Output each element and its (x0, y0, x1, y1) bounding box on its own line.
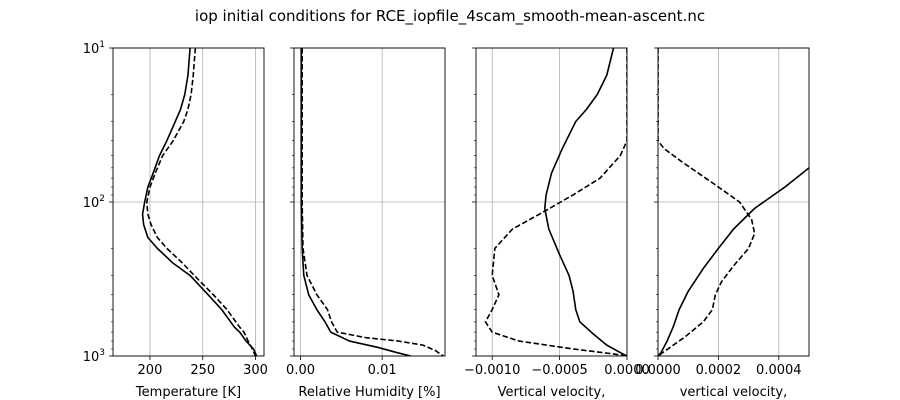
series-line-dashed (145, 48, 257, 356)
series-line-solid (141, 48, 258, 356)
x-axis-label: Vertical velocity, (498, 385, 606, 400)
y-tick-label: 101 (83, 40, 105, 57)
series-line-dashed (484, 48, 627, 356)
x-axis-label: Temperature [K] (135, 385, 241, 400)
series-line-solid (543, 48, 627, 356)
x-tick-label: 0.00 (286, 363, 315, 378)
series-line-solid (658, 167, 809, 356)
panel-2: 0.00 0.01 Relative Humidity [%] (286, 47, 446, 400)
panel-4: 0.0000 0.0002 0.0004 vertical velocity, (635, 47, 810, 400)
x-tick-label: 0.0004 (756, 363, 802, 378)
x-tick-label: 200 (138, 363, 163, 378)
x-tick-label: 0.0000 (604, 363, 650, 378)
x-tick-label: −0.0005 (531, 363, 587, 378)
x-axis-label: Relative Humidity [%] (298, 385, 440, 400)
x-tick-label: −0.0010 (464, 363, 520, 378)
chart-title: iop initial conditions for RCE_iopfile_4… (195, 7, 705, 26)
y-tick-label: 102 (83, 194, 105, 211)
x-tick-label: 0.0000 (635, 363, 681, 378)
panel-3: −0.0010 −0.0005 0.0000 Vertical velocity, (464, 47, 650, 400)
x-tick-label: 300 (243, 363, 268, 378)
x-tick-label: 0.0002 (696, 363, 742, 378)
x-tick-label: 0.01 (368, 363, 397, 378)
series-line-solid (300, 48, 411, 356)
x-axis-label: vertical velocity, (680, 385, 788, 400)
y-tick-label: 103 (83, 348, 105, 365)
x-tick-label: 250 (190, 363, 215, 378)
series-line-dashed (301, 48, 444, 356)
